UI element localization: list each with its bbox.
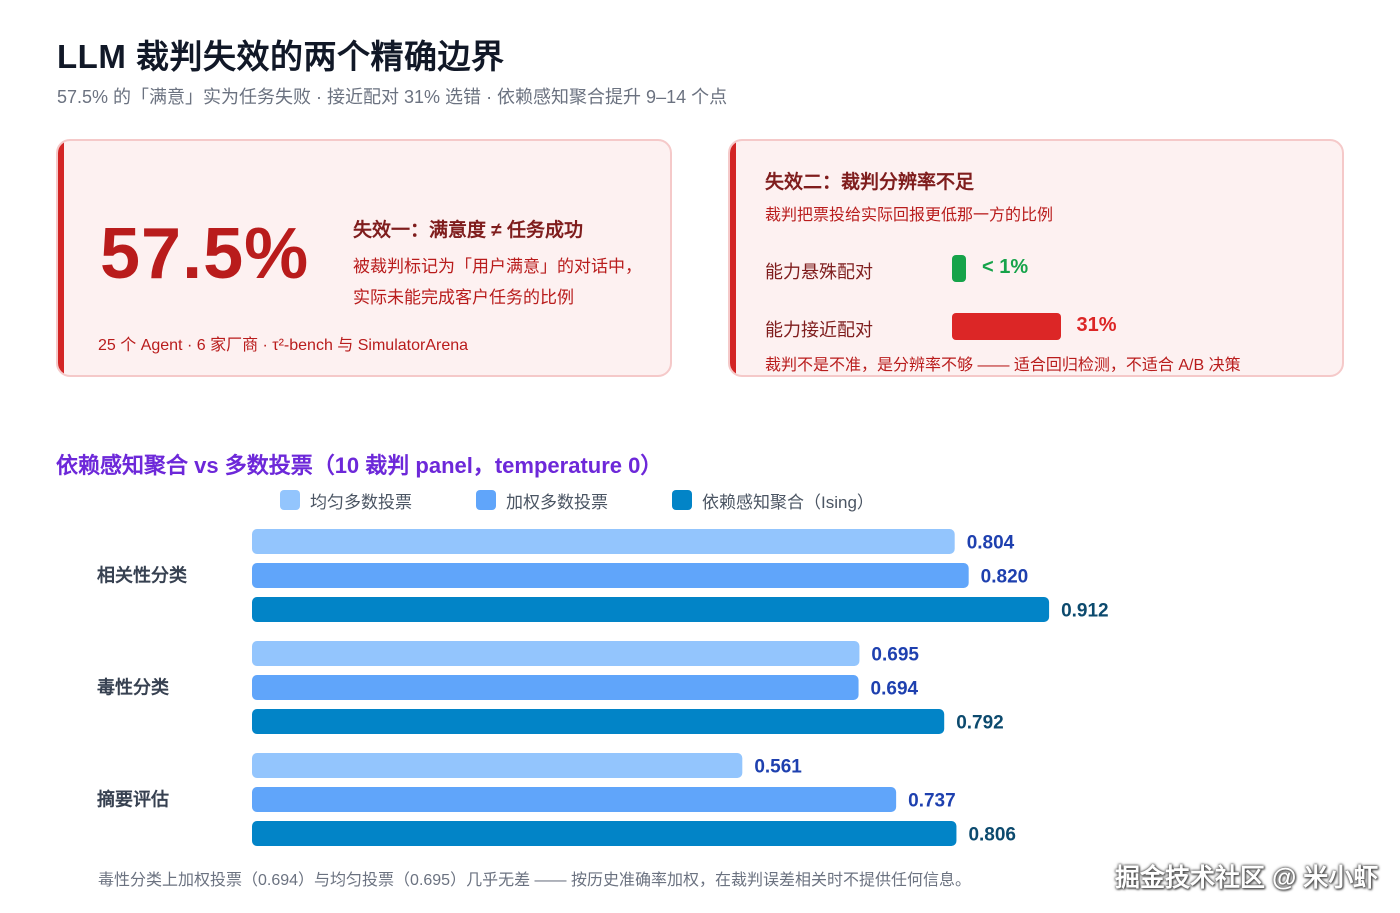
bar-value-label: 0.820: [981, 567, 1029, 588]
legend-item-ising: 依赖感知聚合（Ising）: [672, 489, 874, 512]
bar-value-label: 0.792: [956, 713, 1004, 734]
bar-value-label: 0.695: [871, 645, 919, 666]
failure-two-card: 失效二：裁判分辨率不足 裁判把票投给实际回报更低那一方的比例 能力悬殊配对 < …: [728, 139, 1344, 377]
legend-item-uniform: 均匀多数投票: [280, 489, 412, 512]
legend-item-weighted: 加权多数投票: [476, 489, 608, 512]
bar: [252, 675, 859, 700]
legend-label-ising: 依赖感知聚合（Ising）: [702, 492, 874, 512]
legend-swatch-ising: [672, 490, 692, 510]
failure-one-desc-line2: 实际未能完成客户任务的比例: [353, 288, 574, 307]
failure-one-big-number: 57.5%: [100, 214, 310, 294]
row-value-wide-gap: < 1%: [982, 256, 1029, 278]
failure-two-note: 裁判不是不准，是分辨率不够 —— 适合回归检测，不适合 A/B 决策: [765, 357, 1241, 374]
row-bar-close-gap: [952, 313, 1061, 340]
failure-two-subtitle: 裁判把票投给实际回报更低那一方的比例: [765, 207, 1054, 224]
failure-one-description: 被裁判标记为「用户满意」的对话中， 实际未能完成客户任务的比例: [353, 251, 663, 313]
legend-swatch-weighted: [476, 490, 496, 510]
bar: [252, 821, 957, 846]
legend-label-uniform: 均匀多数投票: [310, 492, 412, 512]
bar-value-label: 0.561: [754, 757, 802, 778]
bar-value-label: 0.804: [967, 533, 1015, 554]
category-label: 相关性分类: [97, 565, 188, 586]
bar-value-label: 0.806: [968, 825, 1016, 846]
failure-one-title: 失效一：满意度 ≠ 任务成功: [353, 220, 583, 241]
bar: [252, 641, 860, 666]
page-title: LLM 裁判失效的两个精确边界: [57, 38, 505, 75]
chart-title: 依赖感知聚合 vs 多数投票（10 裁判 panel，temperature 0…: [56, 453, 663, 478]
failure-one-desc-line1: 被裁判标记为「用户满意」的对话中，: [353, 257, 642, 276]
row-label-wide-gap: 能力悬殊配对: [765, 262, 873, 282]
legend-label-weighted: 加权多数投票: [506, 492, 608, 512]
category-label: 毒性分类: [97, 677, 170, 698]
page-subtitle: 57.5% 的「满意」实为任务失败 · 接近配对 31% 选错 · 依赖感知聚合…: [57, 87, 728, 107]
row-bar-wide-gap: [952, 255, 966, 282]
failure-two-title: 失效二：裁判分辨率不足: [765, 172, 975, 193]
bar: [252, 597, 1050, 622]
row-value-close-gap: 31%: [1076, 314, 1117, 336]
bar-value-label: 0.912: [1061, 601, 1109, 622]
bar-value-label: 0.694: [871, 679, 919, 700]
row-label-close-gap: 能力接近配对: [765, 320, 873, 340]
failure-one-note: 25 个 Agent · 6 家厂商 · τ²-bench 与 Simulato…: [98, 337, 469, 354]
bar: [252, 529, 955, 554]
bar: [252, 563, 969, 588]
bar: [252, 787, 897, 812]
bar: [252, 709, 945, 734]
watermark: 掘金技术社区 @ 米小虾: [1115, 864, 1379, 892]
chart-footnote: 毒性分类上加权投票（0.694）与均匀投票（0.695）几乎无差 —— 按历史准…: [98, 872, 971, 889]
bar: [252, 753, 743, 778]
failure-one-card: 57.5% 失效一：满意度 ≠ 任务成功 被裁判标记为「用户满意」的对话中， 实…: [56, 139, 672, 377]
legend-swatch-uniform: [280, 490, 300, 510]
bar-value-label: 0.737: [908, 791, 956, 812]
category-label: 摘要评估: [97, 789, 169, 810]
